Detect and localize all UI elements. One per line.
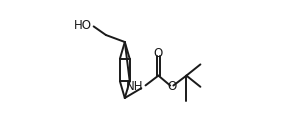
Text: O: O (154, 47, 163, 60)
Text: NH: NH (125, 80, 143, 93)
Text: HO: HO (74, 19, 92, 32)
Text: O: O (167, 80, 176, 93)
